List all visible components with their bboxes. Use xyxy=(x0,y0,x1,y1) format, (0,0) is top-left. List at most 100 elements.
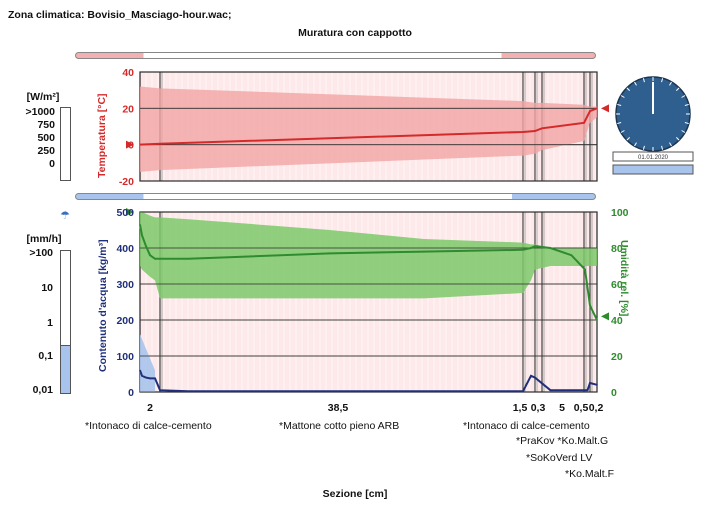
construction-title: Muratura con cappotto xyxy=(298,27,412,39)
water-tick-label: 400 xyxy=(116,243,134,255)
section-tick-label: 2 xyxy=(147,402,153,414)
water-content-point xyxy=(534,376,536,379)
water-content-point xyxy=(596,384,598,386)
temperature-point xyxy=(139,143,141,146)
outside-temp-marker xyxy=(601,104,609,113)
humidity-tick-label: 80 xyxy=(611,243,623,255)
temperature-band xyxy=(140,86,597,172)
clock-tick xyxy=(681,95,686,98)
temperature-tick-label: 0 xyxy=(128,140,134,152)
humidity-point xyxy=(530,247,532,249)
rain-bar xyxy=(60,250,71,394)
rain-tick: 0,1 xyxy=(38,350,53,362)
material-label-5: *SoKoVerd LV xyxy=(526,452,593,464)
water-content-point xyxy=(234,390,237,393)
heat-flux-tick: 0 xyxy=(49,158,55,170)
humidity-point xyxy=(154,258,156,260)
section-axis-label: Sezione [cm] xyxy=(322,488,388,500)
water-content-point xyxy=(154,377,156,380)
clock-tick xyxy=(684,122,689,125)
temperature-point xyxy=(583,122,585,124)
heat-flux-tick: 750 xyxy=(37,119,55,131)
humidity-point xyxy=(139,223,141,226)
clock-date: 01.01.2020 xyxy=(638,155,669,161)
rain-tick: 1 xyxy=(47,317,53,329)
inside-temp-marker xyxy=(126,140,134,149)
humidity-point xyxy=(145,245,147,247)
humidity-tick-label: 60 xyxy=(611,279,623,291)
water-content-axis-label: Contenuto d'acqua [kg/m³] xyxy=(97,239,109,372)
inside-rh-marker xyxy=(126,208,134,216)
clock-tick xyxy=(661,78,664,83)
material-label-4: *PraKov *Ko.Malt.G xyxy=(516,435,609,447)
temperature-tick-label: 20 xyxy=(122,103,134,115)
humidity-point xyxy=(187,258,190,260)
heat-flux-unit: [W/m²] xyxy=(26,91,60,103)
top-layer-strip xyxy=(75,52,596,59)
clock-tick xyxy=(681,130,686,133)
rain-tick: >100 xyxy=(29,247,53,259)
section-tick-label: 0,5 xyxy=(573,402,589,414)
temperature-point xyxy=(534,130,536,132)
clock-widget: 01.01.2020 xyxy=(612,76,694,175)
clock-tick xyxy=(634,81,637,86)
clock-season-bar xyxy=(612,164,694,175)
material-label-1: *Intonaco di calce-cemento xyxy=(85,420,212,432)
temperature-axis-label: Temperatura [°C] xyxy=(96,93,108,178)
clock-tick xyxy=(684,103,689,106)
water-tick-label: 200 xyxy=(116,315,134,327)
temperature-point xyxy=(541,127,543,130)
humidity-tick-label: 0 xyxy=(611,387,617,399)
clock-tick xyxy=(669,142,672,147)
humidity-point xyxy=(149,254,151,256)
water-content-point xyxy=(586,389,589,392)
humidity-tick-label: 40 xyxy=(611,315,623,327)
humidity-tick-label: 20 xyxy=(611,351,623,363)
rain-tick: 0,01 xyxy=(32,384,53,396)
humidity-point xyxy=(596,319,598,321)
water-content-point xyxy=(187,390,190,393)
humidity-point xyxy=(534,245,536,247)
water-content-point xyxy=(549,389,552,392)
clock-tick xyxy=(617,122,622,125)
heat-flux-tick: 500 xyxy=(37,132,55,144)
section-tick-label: 5 xyxy=(559,402,565,414)
humidity-point xyxy=(584,268,586,271)
rain-bar-fill xyxy=(61,345,70,393)
clock-tick xyxy=(642,145,645,150)
section-tick-label: 0,3 xyxy=(530,402,546,414)
humidity-tick-label: 100 xyxy=(611,207,629,219)
heat-flux-tick: >1000 xyxy=(25,106,56,118)
humidity-point xyxy=(570,254,573,256)
clock-tick xyxy=(661,145,664,150)
water-tick-label: 500 xyxy=(116,207,134,219)
heat-flux-ticks: >1000 750 500 250 0 xyxy=(10,106,56,171)
clock-tick xyxy=(634,142,637,147)
water-content-point xyxy=(328,390,331,393)
humidity-point xyxy=(549,247,552,249)
temperature-point xyxy=(596,107,598,110)
material-label-6: *Ko.Malt.F xyxy=(565,468,615,480)
umbrella-icon: ☂ xyxy=(60,210,70,222)
temperature-point xyxy=(522,131,524,133)
temperature-line xyxy=(139,107,598,146)
water-content-point xyxy=(423,390,425,393)
clock-tick xyxy=(669,81,672,86)
temperature-point xyxy=(159,142,161,145)
climate-zone-label: Zona climatica: Bovisio_Masciago-hour.wa… xyxy=(8,9,232,21)
water-content-point xyxy=(145,376,147,379)
water-content-point xyxy=(149,377,151,380)
water-tick-label: 300 xyxy=(116,279,134,291)
humidity-axis-label: Umidità rel. [%] xyxy=(618,240,630,317)
humidity-point xyxy=(234,256,237,258)
section-tick-label: 0,2 xyxy=(588,402,604,414)
clock-tick xyxy=(617,103,622,106)
humidity-point xyxy=(522,249,524,251)
clock-tick xyxy=(626,136,631,141)
humidity-point xyxy=(589,304,591,307)
humidity-point xyxy=(586,286,589,289)
clock-tick xyxy=(675,87,680,92)
material-label-3: *Intonaco di calce-cemento xyxy=(463,420,590,432)
temperature-tick-label: 40 xyxy=(122,67,134,79)
water-content-point xyxy=(159,389,161,392)
